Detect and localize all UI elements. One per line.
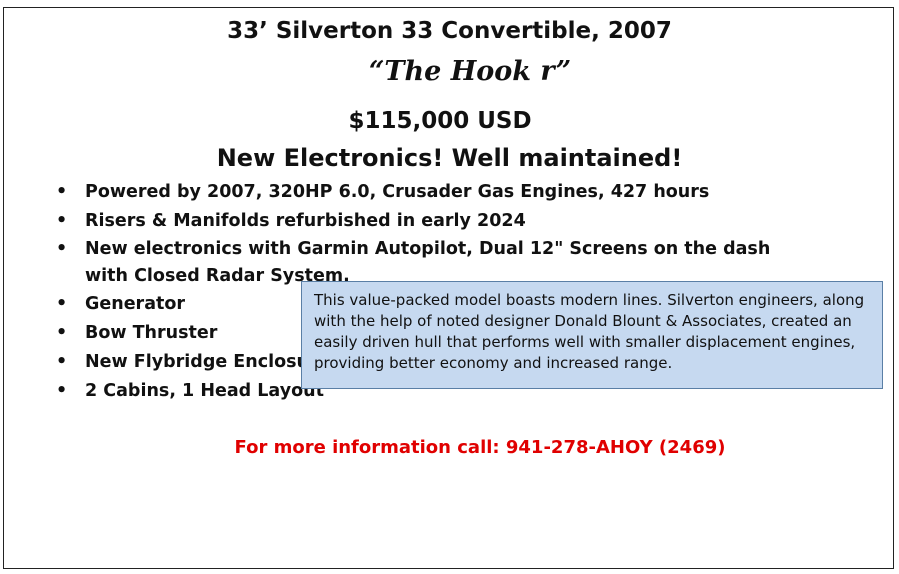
contact: For more information call: 941-278-AHOY … bbox=[234, 437, 726, 458]
feature: New electronics with Garmin Autopilot, D… bbox=[50, 236, 790, 290]
feature: New Flybridge Enclosure bbox=[50, 348, 790, 377]
feature-list: Powered by 2007, 320HP 6.0, Crusader Gas… bbox=[50, 178, 790, 406]
page bbox=[3, 7, 894, 569]
price: $115,000 USD bbox=[348, 108, 532, 134]
title: 33’ Silverton 33 Convertible, 2007 bbox=[227, 18, 672, 44]
feature: Generator bbox=[50, 290, 790, 319]
description-box: This value-packed model boasts modern li… bbox=[301, 281, 883, 389]
feature: 2 Cabins, 1 Head Layout bbox=[50, 377, 790, 406]
feature: Bow Thruster bbox=[50, 319, 790, 348]
headline: New Electronics! Well maintained! bbox=[216, 144, 683, 172]
feature: Powered by 2007, 320HP 6.0, Crusader Gas… bbox=[50, 178, 790, 207]
feature: Risers & Manifolds refurbished in early … bbox=[50, 207, 790, 236]
boat-name: “The Hook r” bbox=[368, 56, 572, 87]
